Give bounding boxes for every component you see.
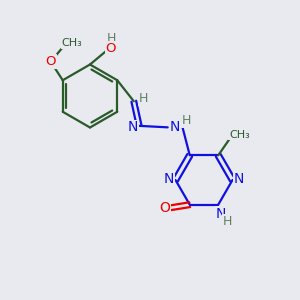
Text: N: N — [128, 120, 138, 134]
Text: CH₃: CH₃ — [229, 130, 250, 140]
Text: H: H — [106, 32, 116, 46]
Text: N: N — [164, 172, 174, 186]
Text: N: N — [170, 120, 180, 134]
Text: N: N — [234, 172, 244, 186]
Text: O: O — [46, 55, 56, 68]
Text: O: O — [106, 41, 116, 55]
Text: CH₃: CH₃ — [61, 38, 82, 48]
Text: O: O — [159, 201, 170, 215]
Text: H: H — [139, 92, 148, 105]
Text: N: N — [216, 207, 226, 221]
Text: H: H — [223, 215, 232, 228]
Text: H: H — [182, 114, 191, 127]
